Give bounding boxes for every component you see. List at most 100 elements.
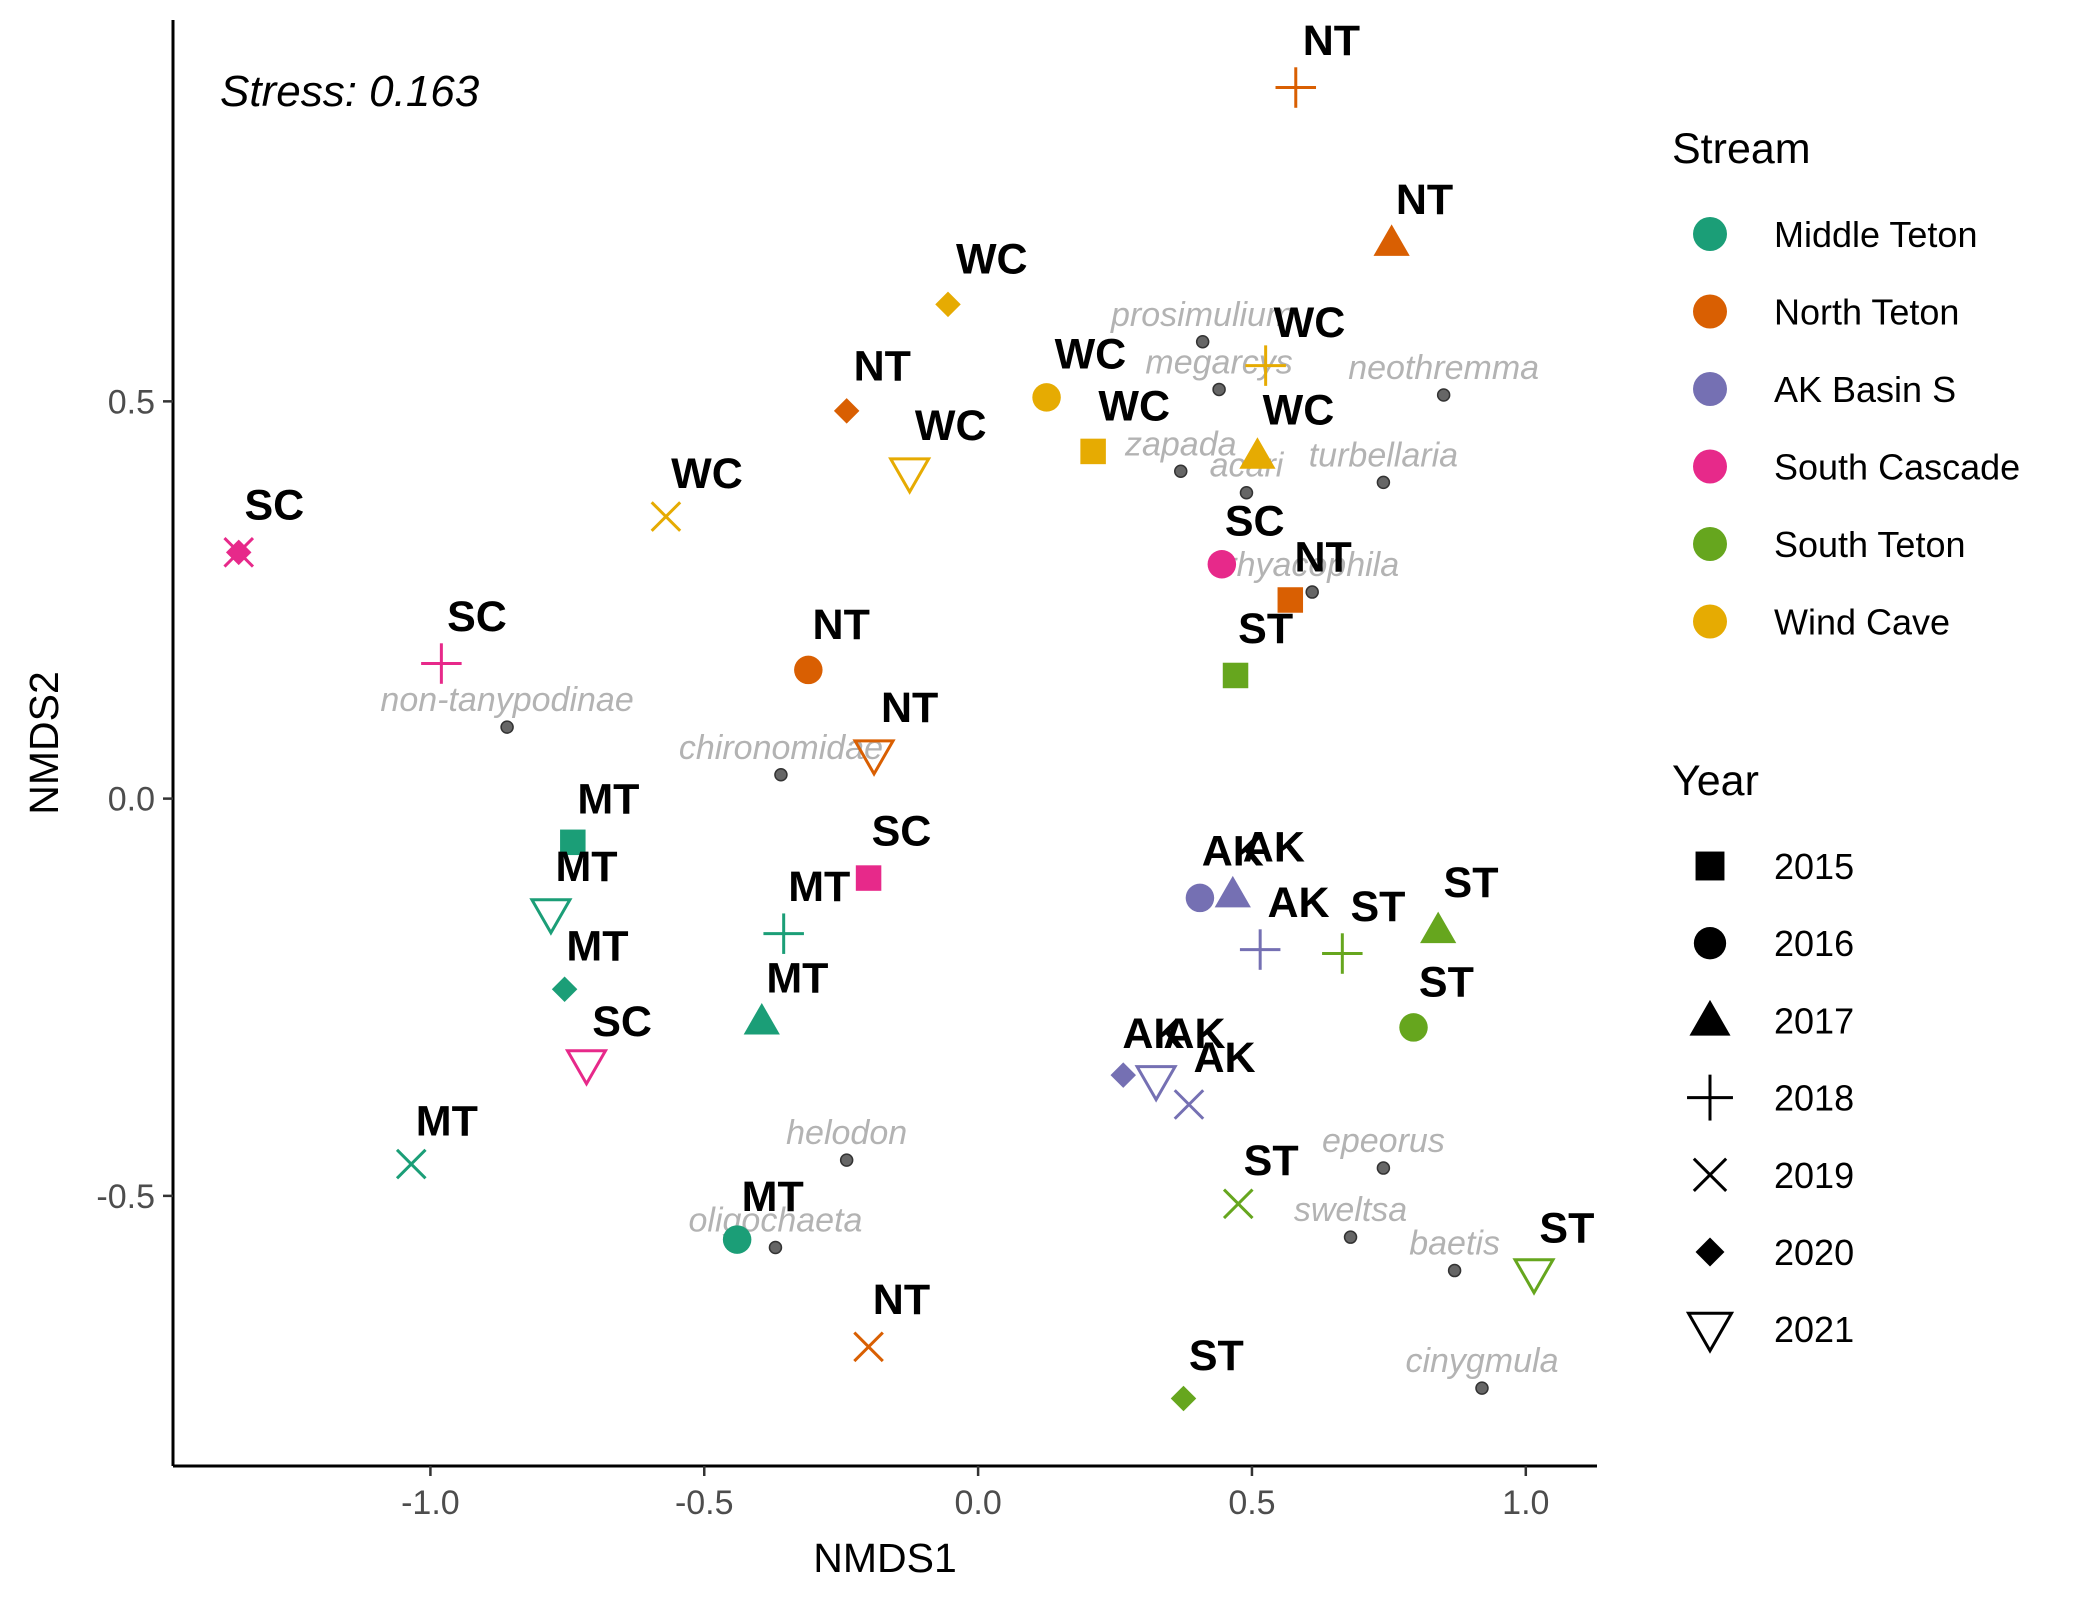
taxon-label: baetis [1409,1225,1500,1263]
sample-point-NT-2021 [852,739,896,777]
sample-point-NT-2017 [1373,224,1410,256]
point-label: NT [813,601,870,649]
stream-legend-key [1693,527,1727,561]
sample-point-NT-2019 [853,1331,884,1363]
taxon-label: epeorus [1322,1122,1445,1160]
sample-point-WC-2015 [1080,438,1106,465]
taxon-point [1376,1161,1391,1175]
point-label: MT [577,776,639,824]
year-legend-key [1693,927,1727,960]
point-label: AK [1194,1034,1256,1082]
point-label: AK [1267,879,1329,927]
year-legend-key [1687,1074,1733,1121]
point-label: NT [854,343,911,391]
y-tick-label: 0.0 [108,781,155,819]
stream-legend-title: Stream [1672,125,1811,173]
sample-point-MT-2020 [551,976,578,1003]
x-tick-label: -0.5 [675,1484,734,1522]
year-legend-label: 2016 [1774,923,1854,964]
x-tick-label: 0.5 [1228,1484,1275,1522]
year-legend-label: 2019 [1774,1155,1854,1196]
taxon-label: chironomidae [679,729,883,767]
taxon-point [500,720,514,734]
taxon-point [774,768,788,782]
year-legend-label: 2015 [1774,846,1854,887]
sample-point-WC-2021 [888,457,932,495]
sample-point-AK-2016 [1185,883,1215,913]
sample-point-WC-2018 [1245,345,1286,386]
sample-points [223,67,1556,1412]
stream-legend-label: South Cascade [1774,447,2020,488]
point-label: SC [872,807,932,855]
sample-point-AK-2020 [1110,1062,1136,1088]
point-label: NT [873,1276,930,1324]
x-tick-label: 0.0 [954,1484,1001,1522]
taxon-point [768,1240,783,1255]
stream-legend-label: North Teton [1774,292,1959,333]
point-label: ST [1350,883,1405,931]
sample-point-ST-2020 [1170,1385,1197,1412]
point-label: ST [1444,859,1499,907]
point-label: AK [1243,823,1305,871]
point-label: ST [1189,1332,1244,1380]
point-label: ST [1539,1205,1594,1253]
y-tick-label: -0.5 [96,1178,155,1216]
stream-legend-key [1693,449,1727,484]
point-label: NT [1396,176,1453,224]
taxon-label: prosimulium [1110,296,1294,334]
sample-point-ST-2021 [1512,1258,1556,1296]
sample-point-ST-2017 [1420,911,1457,944]
sample-point-NT-2018 [1275,67,1317,108]
year-legend-label: 2018 [1774,1078,1854,1119]
sample-point-MT-2018 [763,913,804,954]
taxon-point [1174,464,1188,479]
sample-point-WC-2016 [1032,383,1061,412]
stream-legend-label: South Teton [1774,524,1966,565]
taxon-label: zapada [1124,425,1237,463]
point-label: MT [416,1097,478,1145]
taxon-point [1376,475,1391,490]
sample-point-ST-2016 [1399,1013,1428,1042]
sample-point-MT-2015 [560,829,586,856]
x-tick-label: -1.0 [401,1484,460,1522]
point-label: AK [1122,1010,1184,1058]
point-label: MT [742,1173,804,1221]
taxon-point [1212,382,1226,397]
sample-point-MT-2017 [743,1002,780,1035]
point-label: MT [788,863,850,911]
stream-legend-key [1693,372,1727,406]
y-axis-ticks: -0.5 0.0 0.5 [96,383,173,1216]
sample-point-SC-2021 [564,1049,609,1087]
year-legend-key [1692,1157,1728,1193]
taxon-label: sweltsa [1294,1191,1407,1229]
stream-legend-key [1693,294,1727,329]
point-label: ST [1238,605,1293,653]
year-legend-key [1695,851,1725,881]
sample-point-SC-2018 [421,643,462,684]
y-tick-label: 0.5 [108,383,155,421]
taxon-point [1475,1381,1489,1395]
point-label: NT [1294,533,1351,581]
point-label: WC [915,402,987,450]
point-label: SC [244,482,304,530]
year-legend-key [1695,1237,1725,1267]
taxon-point [839,1153,854,1167]
x-axis-ticks: -1.0 -0.5 0.0 0.5 1.0 [401,1466,1549,1522]
sample-point-MT-2021 [529,898,573,936]
axes [171,20,1597,1468]
point-label: MT [566,923,628,971]
year-legend-label: 2020 [1774,1232,1854,1273]
point-label: NT [881,684,938,732]
sample-point-SC-2015 [855,865,882,891]
point-label: WC [671,450,743,498]
point-label: WC [1263,386,1335,434]
x-tick-label: 1.0 [1502,1484,1549,1522]
sample-point-AK-2021 [1134,1065,1178,1103]
taxon-label: turbellaria [1309,436,1458,474]
taxon-point [1436,388,1451,402]
taxon-point [1305,585,1319,599]
point-label: WC [1098,382,1170,430]
sample-point-SC-2019 [223,537,255,568]
sample-point-WC-2017 [1239,437,1276,469]
